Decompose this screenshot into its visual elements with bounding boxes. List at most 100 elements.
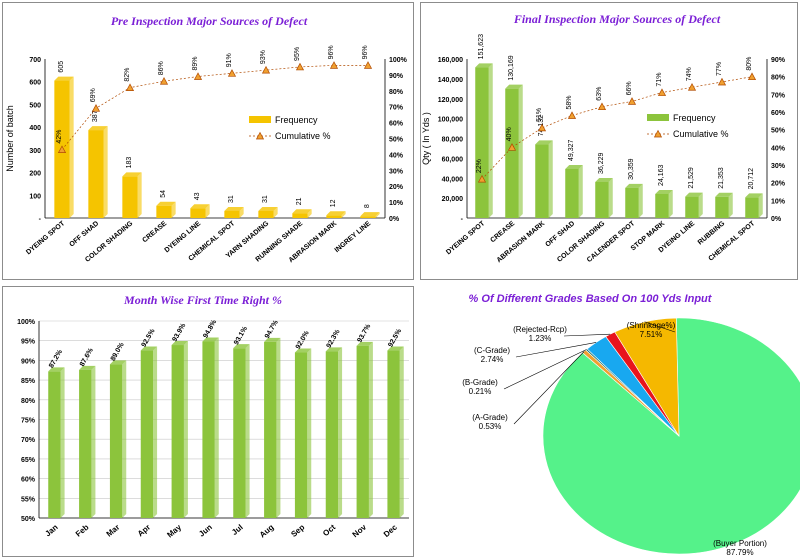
- cumulative-label: 86%: [158, 61, 165, 75]
- cumulative-marker: [657, 88, 667, 96]
- pie-slice: [542, 317, 800, 555]
- legend-swatch-frequency: [249, 116, 271, 123]
- pie-value-label: 2.74%: [481, 355, 504, 364]
- bar-front: [745, 197, 759, 218]
- bar-value-label: 49,327: [568, 139, 575, 161]
- pie-leader-line: [563, 333, 611, 337]
- bar-value-label: 605: [58, 61, 65, 73]
- bar-side: [214, 337, 219, 518]
- bar-top: [595, 177, 613, 182]
- cumulative-label: 58%: [566, 96, 573, 110]
- cumulative-label: 74%: [686, 67, 693, 81]
- bar-side: [137, 172, 142, 218]
- bar: [356, 341, 373, 518]
- y-tick-label: 200: [29, 171, 41, 178]
- cumulative-marker: [261, 65, 271, 74]
- x-tick-label: Nov: [351, 522, 369, 539]
- x-tick-label: CREASE: [489, 220, 516, 244]
- y-tick-label: 60%: [21, 477, 36, 484]
- bar-top: [79, 365, 96, 370]
- bar-top: [356, 341, 373, 346]
- y2-tick-label: 10%: [771, 198, 786, 205]
- pie-leader-line: [644, 321, 676, 333]
- bar-top: [264, 337, 281, 342]
- bar-value-label: 87.6%: [79, 346, 95, 367]
- cumulative-marker: [57, 145, 67, 153]
- cumulative-label: 69%: [90, 88, 97, 102]
- bar-value-label: 8: [364, 204, 371, 208]
- legend-label-frequency: Frequency: [275, 115, 318, 125]
- cumulative-label: 77%: [716, 62, 723, 76]
- y2-tick-label: 50%: [771, 128, 786, 135]
- y-tick-label: 70%: [21, 437, 36, 444]
- x-tick-label: Dec: [382, 522, 399, 539]
- bar-front: [685, 196, 699, 218]
- bar-top: [360, 212, 380, 217]
- y2-tick-label: 80%: [389, 89, 404, 96]
- bar-front: [109, 364, 123, 518]
- bar-front: [565, 168, 579, 218]
- bar-front: [475, 67, 489, 218]
- bar-side: [668, 189, 673, 218]
- bar-front: [202, 341, 215, 518]
- bar-top: [224, 206, 244, 211]
- bar-top: [387, 346, 404, 351]
- bar-front: [325, 351, 339, 518]
- pie-label: (A-Grade): [472, 413, 508, 422]
- y2-tick-label: 0%: [771, 216, 782, 223]
- cumulative-marker: [747, 72, 757, 81]
- x-tick-label: Oct: [321, 522, 337, 538]
- bar: [122, 172, 142, 218]
- first-time-right-chart-panel: Month Wise First Time Right % 50% 55% 60% 65…: [2, 286, 414, 557]
- bar-value-label: 87.2%: [48, 348, 64, 369]
- y-tick-label: 400: [29, 125, 41, 132]
- bar-top: [48, 367, 65, 372]
- bar-side: [122, 360, 127, 518]
- x-tick-label: Mar: [105, 523, 122, 539]
- cumulative-label: 96%: [328, 45, 335, 59]
- bar-side: [608, 177, 613, 218]
- bar-front: [360, 216, 376, 218]
- bar-side: [488, 63, 493, 218]
- bar: [233, 344, 250, 518]
- y-tick-label: 700: [29, 57, 41, 64]
- bar-top: [655, 189, 673, 194]
- bar-value-label: 93.9%: [171, 322, 187, 343]
- bar-front: [625, 187, 639, 218]
- bar-front: [79, 369, 92, 518]
- bar-value-label: 92.5%: [141, 327, 157, 348]
- legend-swatch-frequency: [647, 114, 669, 121]
- bar-side: [307, 348, 312, 518]
- bar-value-label: 89.0%: [110, 341, 126, 362]
- bar-top: [565, 164, 583, 169]
- y-tick-label: 50%: [21, 516, 36, 523]
- bar: [258, 206, 278, 218]
- bar-front: [715, 196, 729, 218]
- bar-value-label: 130,169: [508, 55, 515, 80]
- bar: [171, 341, 188, 518]
- bar: [156, 201, 176, 218]
- chart-title: Pre Inspection Major Sources of Defect: [111, 14, 308, 28]
- legend-marker-cumulative: [255, 131, 265, 140]
- bar-front: [171, 345, 184, 518]
- pie-value-label: 7.51%: [640, 330, 663, 339]
- cumulative-label: 51%: [536, 108, 543, 122]
- cumulative-label: 89%: [192, 56, 199, 70]
- bar-top: [202, 337, 219, 342]
- y-tick-label: -: [461, 216, 464, 223]
- pie-value-label: 1.23%: [529, 334, 552, 343]
- y-axis-label: Qty ( In Yds ): [421, 112, 431, 165]
- bar-side: [368, 341, 373, 518]
- bar-side: [60, 367, 65, 518]
- bar: [655, 189, 673, 218]
- cumulative-label: 80%: [746, 57, 753, 71]
- cumulative-marker: [193, 72, 203, 80]
- pie-value-label: 0.53%: [479, 422, 502, 431]
- bar-value-label: 387: [92, 110, 99, 122]
- bar: [325, 347, 343, 518]
- bar-front: [140, 350, 154, 518]
- legend: Frequency Cumulative %: [249, 115, 331, 141]
- pie-value-label: 87.79%: [726, 548, 753, 557]
- x-tick-label: CREASE: [141, 220, 168, 244]
- cumulative-marker: [537, 123, 547, 132]
